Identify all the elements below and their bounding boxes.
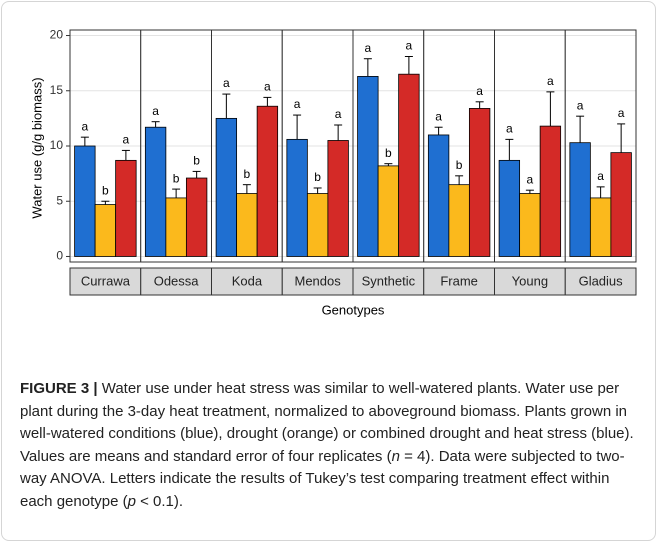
significance-letter: a bbox=[618, 106, 625, 120]
bar bbox=[286, 138, 308, 257]
caption: FIGURE 3 | Water use under heat stress w… bbox=[20, 378, 645, 513]
significance-letter: a bbox=[294, 97, 301, 111]
significance-letter: a bbox=[435, 109, 442, 123]
significance-letter: a bbox=[577, 98, 584, 112]
y-tick-label: 15 bbox=[50, 83, 64, 97]
panel-border bbox=[564, 29, 637, 263]
x-axis-label: Genotypes bbox=[322, 302, 385, 317]
significance-letter: b bbox=[244, 167, 251, 181]
significance-letter: b bbox=[385, 146, 392, 160]
caption-text: < 0.1). bbox=[135, 492, 184, 510]
facet-label: Young bbox=[512, 273, 548, 288]
bar bbox=[377, 165, 400, 257]
significance-letter: a bbox=[264, 80, 271, 94]
y-tick-label: 10 bbox=[50, 138, 64, 152]
significance-letter: a bbox=[365, 41, 372, 55]
facet-strip bbox=[494, 267, 566, 296]
bar bbox=[498, 159, 521, 257]
facet-label: Synthetic bbox=[362, 273, 416, 288]
facet-label: Odessa bbox=[154, 273, 200, 288]
significance-letter: a bbox=[506, 122, 513, 136]
significance-letter: a bbox=[527, 172, 534, 186]
caption-text: Water use under heat stress was similar … bbox=[20, 380, 634, 465]
significance-letter: b bbox=[173, 171, 180, 185]
significance-letter: a bbox=[223, 76, 230, 90]
bar bbox=[236, 193, 258, 257]
bar bbox=[165, 197, 187, 257]
significance-letter: b bbox=[102, 183, 109, 197]
bar bbox=[448, 184, 470, 257]
y-tick-label: 20 bbox=[50, 28, 64, 42]
chart: Water use (g/g biomass) Genotypes 0 5 10 15… bbox=[29, 28, 637, 317]
bar bbox=[185, 177, 208, 257]
bar bbox=[94, 204, 117, 257]
caption-text: = 4). Data were subjected to two-way ANO… bbox=[20, 447, 625, 510]
significance-letter: a bbox=[152, 104, 159, 118]
bar bbox=[427, 134, 450, 257]
facet-strip bbox=[69, 267, 142, 296]
facet-strip bbox=[352, 267, 425, 296]
bar bbox=[398, 73, 420, 257]
significance-letter: b bbox=[314, 170, 321, 184]
significance-letter: a bbox=[123, 133, 130, 147]
facet-label: Currawa bbox=[81, 273, 131, 288]
caption-text: n bbox=[391, 447, 400, 465]
y-tick-label: 0 bbox=[56, 249, 63, 263]
significance-letter: a bbox=[476, 84, 483, 98]
y-tick-label: 5 bbox=[56, 193, 63, 207]
bar bbox=[256, 105, 279, 257]
significance-letter: a bbox=[82, 119, 89, 133]
bar bbox=[589, 197, 612, 257]
bar bbox=[215, 117, 238, 257]
significance-letter: b bbox=[193, 154, 200, 168]
bar bbox=[327, 140, 349, 257]
bar bbox=[74, 145, 96, 257]
y-axis-label: Water use (g/g biomass) bbox=[29, 77, 44, 218]
significance-letter: a bbox=[547, 74, 554, 88]
bar bbox=[115, 159, 137, 257]
bar bbox=[519, 193, 541, 257]
significance-letter: b bbox=[456, 158, 463, 172]
facet-label: Frame bbox=[440, 273, 478, 288]
facet-label: Gladius bbox=[579, 273, 624, 288]
caption-label: FIGURE 3 | bbox=[20, 380, 98, 397]
facet-strip bbox=[211, 267, 283, 296]
significance-letter: a bbox=[597, 169, 604, 183]
significance-letter: a bbox=[406, 39, 413, 53]
bar bbox=[306, 193, 329, 257]
bar bbox=[357, 76, 379, 257]
bar bbox=[468, 108, 491, 257]
bar bbox=[569, 142, 591, 257]
significance-letter: a bbox=[335, 107, 342, 121]
bar bbox=[610, 152, 632, 257]
facet-label: Mendos bbox=[295, 273, 342, 288]
facet-label: Koda bbox=[232, 273, 263, 288]
caption-text: p bbox=[127, 492, 136, 510]
bar bbox=[144, 126, 167, 257]
bar bbox=[539, 125, 562, 257]
facet-strip bbox=[564, 267, 637, 296]
